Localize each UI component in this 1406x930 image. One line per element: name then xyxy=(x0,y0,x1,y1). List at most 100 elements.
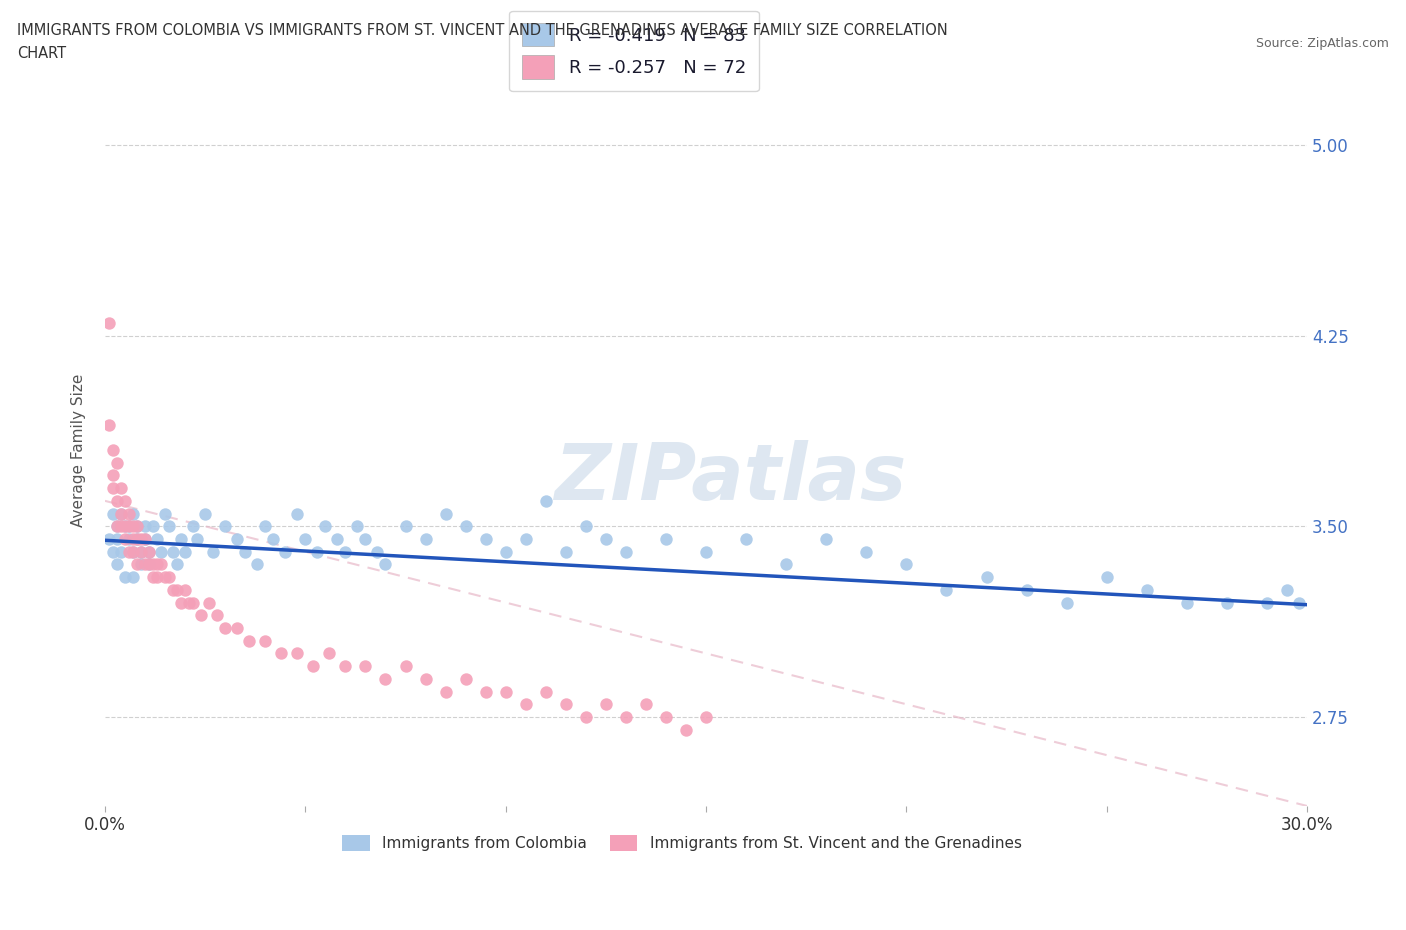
Point xyxy=(170,532,193,547)
Point xyxy=(105,557,128,572)
Point xyxy=(205,608,228,623)
Point xyxy=(515,697,537,711)
Point xyxy=(118,519,141,534)
Point xyxy=(142,519,165,534)
Point xyxy=(614,544,637,559)
Point xyxy=(474,684,496,699)
Point xyxy=(896,557,918,572)
Point xyxy=(1288,595,1310,610)
Point xyxy=(150,544,173,559)
Point xyxy=(1216,595,1239,610)
Point xyxy=(202,544,225,559)
Point xyxy=(198,595,221,610)
Point xyxy=(655,710,678,724)
Point xyxy=(105,519,128,534)
Point xyxy=(434,506,457,521)
Point xyxy=(307,544,329,559)
Point xyxy=(335,544,357,559)
Point xyxy=(190,608,212,623)
Point xyxy=(110,506,132,521)
Point xyxy=(122,532,145,547)
Point xyxy=(534,684,557,699)
Text: ZIPatlas: ZIPatlas xyxy=(554,441,907,516)
Point xyxy=(110,519,132,534)
Point xyxy=(105,494,128,509)
Text: IMMIGRANTS FROM COLOMBIA VS IMMIGRANTS FROM ST. VINCENT AND THE GRENADINES AVERA: IMMIGRANTS FROM COLOMBIA VS IMMIGRANTS F… xyxy=(17,23,948,38)
Point xyxy=(655,532,678,547)
Point xyxy=(575,519,598,534)
Point xyxy=(855,544,877,559)
Point xyxy=(134,532,156,547)
Point xyxy=(125,557,148,572)
Point xyxy=(118,532,141,547)
Point xyxy=(186,532,208,547)
Point xyxy=(274,544,297,559)
Point xyxy=(134,532,156,547)
Point xyxy=(105,519,128,534)
Point xyxy=(146,532,169,547)
Point xyxy=(1095,570,1118,585)
Point xyxy=(346,519,368,534)
Point xyxy=(634,697,657,711)
Point xyxy=(146,570,169,585)
Point xyxy=(233,544,256,559)
Point xyxy=(134,519,156,534)
Point xyxy=(238,633,260,648)
Point xyxy=(285,646,308,661)
Point xyxy=(134,557,156,572)
Point xyxy=(262,532,284,547)
Point xyxy=(118,519,141,534)
Point xyxy=(695,710,717,724)
Point xyxy=(170,595,193,610)
Point xyxy=(174,582,197,597)
Point xyxy=(138,557,160,572)
Point xyxy=(114,519,136,534)
Point xyxy=(515,532,537,547)
Point xyxy=(122,519,145,534)
Point xyxy=(125,519,148,534)
Point xyxy=(1256,595,1278,610)
Point xyxy=(254,633,277,648)
Point xyxy=(105,532,128,547)
Point xyxy=(179,595,201,610)
Point xyxy=(98,315,121,330)
Point xyxy=(1056,595,1078,610)
Point xyxy=(129,557,152,572)
Point xyxy=(1136,582,1159,597)
Point xyxy=(354,532,377,547)
Point xyxy=(366,544,388,559)
Point xyxy=(976,570,998,585)
Point xyxy=(374,557,396,572)
Point xyxy=(101,468,124,483)
Point xyxy=(153,570,176,585)
Point xyxy=(775,557,797,572)
Point xyxy=(138,557,160,572)
Point xyxy=(270,646,292,661)
Point xyxy=(157,570,180,585)
Point xyxy=(114,532,136,547)
Point xyxy=(138,544,160,559)
Point xyxy=(110,544,132,559)
Point xyxy=(575,710,598,724)
Point xyxy=(101,443,124,458)
Point xyxy=(125,532,148,547)
Point xyxy=(150,557,173,572)
Point xyxy=(129,532,152,547)
Point xyxy=(374,671,396,686)
Point xyxy=(174,544,197,559)
Point xyxy=(675,723,697,737)
Point xyxy=(246,557,269,572)
Point xyxy=(181,519,204,534)
Point xyxy=(394,658,416,673)
Point xyxy=(114,570,136,585)
Point xyxy=(935,582,957,597)
Text: Source: ZipAtlas.com: Source: ZipAtlas.com xyxy=(1256,37,1389,50)
Point xyxy=(695,544,717,559)
Point xyxy=(1015,582,1038,597)
Point xyxy=(129,544,152,559)
Point xyxy=(314,519,336,534)
Point xyxy=(166,557,188,572)
Point xyxy=(495,544,517,559)
Point xyxy=(98,532,121,547)
Point xyxy=(415,671,437,686)
